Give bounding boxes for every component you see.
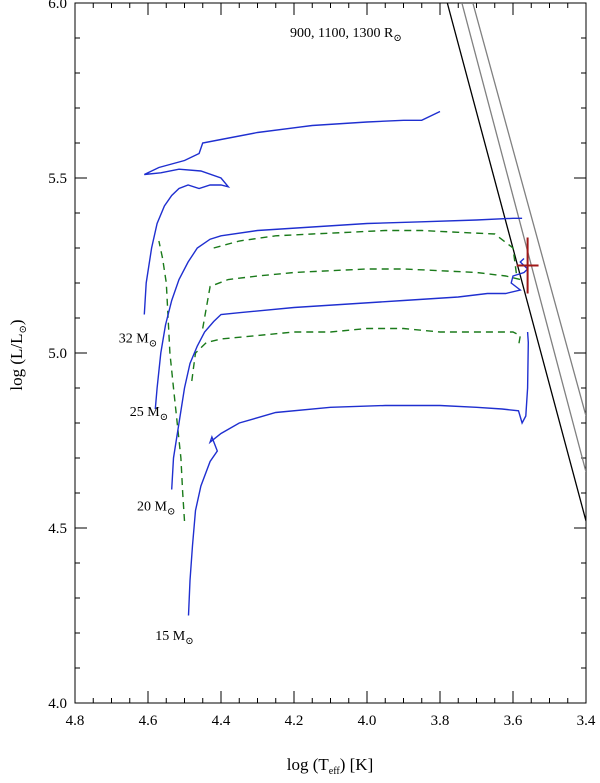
- dashed-track: [202, 268, 521, 329]
- x-tick-label: 4.0: [358, 713, 377, 729]
- track-line: [154, 217, 523, 410]
- x-tick-label: 3.4: [577, 713, 596, 729]
- radius-lines: [446, 3, 586, 522]
- y-tick-label: 5.5: [48, 171, 67, 187]
- axis-ticks: 4.8 4.6 4.4 4.2 4.0 3.8 3.6 3.4 4.0 4.5 5.0 5.5 6.0: [48, 0, 596, 729]
- track-mass-label: 25 M⊙: [130, 405, 168, 423]
- track-line: [143, 110, 441, 315]
- track-line: [187, 331, 530, 616]
- radius-line-1100: [461, 3, 586, 473]
- y-tick-label: 4.5: [48, 521, 67, 537]
- track-mass-label: 15 M⊙: [155, 629, 193, 647]
- y-tick-label: 4.0: [48, 696, 67, 712]
- dashed-track: [191, 327, 522, 382]
- radius-line-900: [446, 3, 586, 522]
- evolutionary-tracks: [143, 110, 530, 616]
- radius-annotation: 900, 1100, 1300 R⊙: [290, 26, 402, 44]
- x-tick-label: 3.6: [504, 713, 523, 729]
- y-axis-label: log (L/L⊙): [7, 319, 29, 390]
- x-axis-label: log (Teff) [K]: [287, 755, 373, 777]
- dashed-track: [213, 229, 518, 277]
- plot-frame: [74, 2, 587, 704]
- track-line: [171, 257, 529, 490]
- radius-line-1300: [472, 3, 586, 417]
- star-error-cross: [516, 237, 539, 294]
- track-mass-label: 32 M⊙: [119, 332, 157, 350]
- x-tick-label: 4.6: [139, 713, 158, 729]
- x-tick-label: 4.4: [212, 713, 231, 729]
- x-tick-label: 3.8: [431, 713, 450, 729]
- y-tick-label: 6.0: [48, 0, 67, 12]
- x-tick-label: 4.8: [66, 713, 85, 729]
- x-tick-label: 4.2: [285, 713, 304, 729]
- dashed-tracks: [158, 229, 522, 522]
- y-tick-label: 5.0: [48, 346, 67, 362]
- annotations: 15 M⊙ 20 M⊙ 25 M⊙ 32 M⊙: [119, 332, 194, 648]
- track-mass-label: 20 M⊙: [137, 500, 175, 518]
